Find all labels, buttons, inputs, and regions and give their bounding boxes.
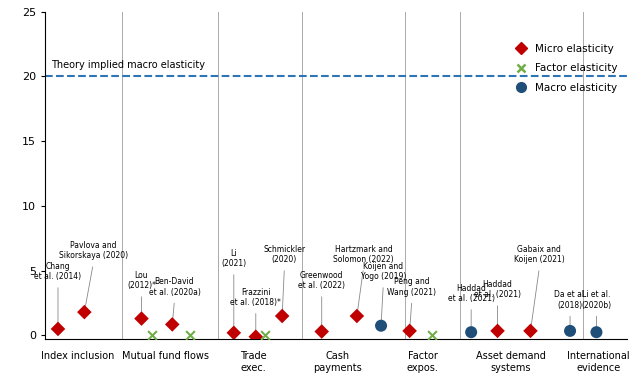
Text: Ben-David
et al. (2020a): Ben-David et al. (2020a) [148,277,200,296]
Point [53,326,63,332]
Point [492,328,502,334]
Text: Lou
(2012)*: Lou (2012)* [127,271,156,290]
Text: Pavlova and
Sikorskaya (2020): Pavlova and Sikorskaya (2020) [59,241,128,260]
Text: Gabaix and
Koijen (2021): Gabaix and Koijen (2021) [514,245,564,264]
Text: Li
(2021): Li (2021) [221,249,246,268]
Text: Factor
expos.: Factor expos. [407,351,439,372]
Text: Trade
exec.: Trade exec. [240,351,267,372]
Point [376,323,386,329]
Text: Koijen and
Yogo (2019): Koijen and Yogo (2019) [360,262,406,281]
Point [79,309,90,315]
Point [317,328,327,335]
Point [565,328,575,334]
Text: Peng and
Wang (2021): Peng and Wang (2021) [387,277,436,296]
Point [167,321,177,328]
Text: Li et al.
(2020b): Li et al. (2020b) [581,290,611,310]
Text: Mutual fund flows: Mutual fund flows [122,351,209,361]
Point [136,316,147,322]
Text: Greenwood
et al. (2022): Greenwood et al. (2022) [298,271,345,290]
Text: Cash
payments: Cash payments [313,351,362,372]
Text: Hartzmark and
Solomon (2022): Hartzmark and Solomon (2022) [333,245,394,264]
Point [426,332,436,338]
Legend: Micro elasticity, Factor elasticity, Macro elasticity: Micro elasticity, Factor elasticity, Mac… [506,40,622,97]
Point [259,332,269,338]
Point [147,332,157,338]
Text: Chang
et al. (2014): Chang et al. (2014) [35,262,81,281]
Text: Index inclusion: Index inclusion [41,351,115,361]
Point [466,329,476,335]
Text: Theory implied macro elasticity: Theory implied macro elasticity [51,60,205,70]
Text: Haddad
et al. (2021): Haddad et al. (2021) [474,280,521,299]
Text: International
evidence: International evidence [567,351,630,372]
Text: Schmickler
(2020): Schmickler (2020) [263,245,305,264]
Point [404,328,415,334]
Point [228,330,239,336]
Point [251,333,261,340]
Text: Asset demand
systems: Asset demand systems [476,351,546,372]
Text: Frazzini
et al. (2018)*: Frazzini et al. (2018)* [230,287,281,307]
Text: Da et al.
(2018): Da et al. (2018) [554,290,586,310]
Point [591,329,602,335]
Point [525,328,536,334]
Point [185,332,195,338]
Point [277,313,287,319]
Point [352,313,362,319]
Text: Haddad
et al. (2021): Haddad et al. (2021) [447,284,495,303]
